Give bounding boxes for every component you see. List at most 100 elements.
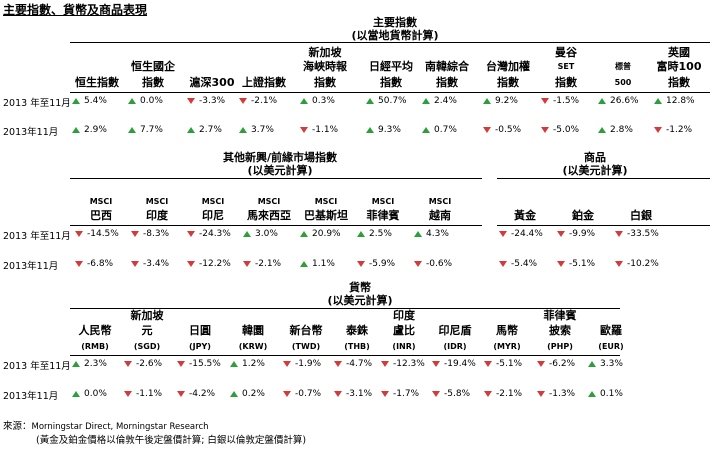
currency-header-l2: 日圓	[189, 324, 211, 337]
value-text: -14.5%	[87, 229, 119, 239]
up-triangle-icon	[598, 98, 606, 104]
index-header-l3: 滬深300	[189, 76, 235, 89]
index-header-l2: SET	[557, 62, 575, 71]
index-header-l2: 海峽時報	[303, 60, 347, 73]
up-triangle-icon	[128, 127, 136, 133]
value-text: -5.9%	[369, 259, 396, 269]
emerging-header-l2: 越南	[429, 209, 451, 222]
index-header-l3: 恒生指數	[75, 76, 119, 89]
currency-header-l3: (KRW)	[238, 342, 268, 351]
value-text: -4.7%	[346, 359, 373, 369]
currency-header-l2: 韓圜	[242, 324, 264, 337]
down-triangle-icon	[557, 261, 565, 267]
up-triangle-icon	[72, 98, 80, 104]
value-text: 0.1%	[600, 389, 623, 399]
up-triangle-icon	[366, 98, 374, 104]
emerging-header-l1: MSCI	[145, 197, 169, 206]
currency-ytd-cell: 2.3%	[72, 359, 107, 369]
value-text: -3.1%	[346, 389, 373, 399]
value-text: -2.1%	[251, 96, 278, 106]
value-text: -3.4%	[143, 259, 170, 269]
index-month-cell: 2.7%	[187, 125, 222, 135]
index-month-cell: 9.3%	[366, 125, 401, 135]
down-triangle-icon	[414, 261, 422, 267]
value-text: 2.8%	[610, 125, 633, 135]
down-triangle-icon	[283, 361, 291, 367]
emerging-header-l2: 印尼	[202, 209, 224, 222]
value-text: -5.8%	[444, 389, 471, 399]
down-triangle-icon	[432, 391, 440, 397]
currency-header-l2: 印尼盾	[438, 324, 472, 337]
currencies-top-rule	[70, 308, 620, 309]
currency-month-cell: 0.1%	[588, 389, 623, 399]
emerging-month-cell: 1.1%	[300, 259, 335, 269]
down-triangle-icon	[541, 127, 549, 133]
currency-month-cell: 0.0%	[72, 389, 107, 399]
value-text: -1.1%	[312, 125, 339, 135]
index-month-cell: -5.0%	[541, 125, 579, 135]
source-line: 來源：Morningstar Direct, Morningstar Resea…	[3, 418, 209, 432]
up-triangle-icon	[300, 231, 308, 237]
currency-header-l2: 元	[141, 324, 153, 337]
currency-ytd-cell: -1.9%	[283, 359, 321, 369]
currency-header-l2: 人民幣	[78, 324, 112, 337]
emerging-header-l2: 巴西	[90, 209, 112, 222]
currency-header-l1: 菲律賓	[543, 309, 577, 322]
index-header-l3: 指數	[555, 76, 577, 89]
emerging-ytd-cell: 4.3%	[414, 229, 449, 239]
source-note: (黃金及鉑金價格以倫敦午後定盤價計算; 白銀以倫敦定盤價計算)	[36, 435, 307, 446]
value-text: 9.2%	[495, 96, 518, 106]
up-triangle-icon	[598, 127, 606, 133]
emerging-header-l2: 巴基斯坦	[304, 209, 348, 222]
value-text: 9.3%	[378, 125, 401, 135]
up-triangle-icon	[357, 231, 365, 237]
value-text: 5.4%	[84, 96, 107, 106]
up-triangle-icon	[230, 391, 238, 397]
index-ytd-cell: 2.4%	[422, 96, 457, 106]
index-header-l2: 標普	[615, 62, 631, 71]
value-text: 2.9%	[84, 125, 107, 135]
up-triangle-icon	[300, 98, 308, 104]
value-text: -8.3%	[143, 229, 170, 239]
up-triangle-icon	[187, 127, 195, 133]
up-triangle-icon	[422, 127, 430, 133]
up-triangle-icon	[366, 127, 374, 133]
currency-ytd-cell: -12.3%	[381, 359, 425, 369]
value-text: 50.7%	[378, 96, 407, 106]
index-header-l2: 富時100	[656, 60, 702, 73]
value-text: -1.1%	[136, 389, 163, 399]
index-month-cell: 3.7%	[239, 125, 274, 135]
down-triangle-icon	[239, 98, 247, 104]
down-triangle-icon	[187, 231, 195, 237]
up-triangle-icon	[239, 127, 247, 133]
value-text: -1.7%	[393, 389, 420, 399]
down-triangle-icon	[75, 261, 83, 267]
value-text: 0.0%	[140, 96, 163, 106]
index-header-l1: 曼谷	[555, 46, 577, 59]
value-text: -12.3%	[393, 359, 425, 369]
emerging-header-l2: 馬來西亞	[247, 209, 291, 222]
index-ytd-cell: 9.2%	[483, 96, 518, 106]
down-triangle-icon	[483, 127, 491, 133]
value-text: -0.6%	[426, 259, 453, 269]
currency-ytd-cell: -19.4%	[432, 359, 476, 369]
emerging-header-l1: MSCI	[89, 197, 113, 206]
value-text: 2.3%	[84, 359, 107, 369]
down-triangle-icon	[615, 261, 623, 267]
index-month-cell: -1.1%	[300, 125, 338, 135]
down-triangle-icon	[654, 127, 662, 133]
index-header-l3: 指數	[314, 76, 336, 89]
value-text: -3.3%	[199, 96, 226, 106]
down-triangle-icon	[381, 391, 389, 397]
value-text: -5.1%	[496, 359, 523, 369]
down-triangle-icon	[334, 391, 342, 397]
emerging-month-cell: -6.8%	[75, 259, 113, 269]
value-text: -5.4%	[511, 259, 538, 269]
index-header-l3: 指數	[142, 76, 164, 89]
source-label: 來源：	[3, 421, 32, 432]
value-text: -24.4%	[511, 229, 543, 239]
index-ytd-cell: -1.5%	[541, 96, 579, 106]
emerging-month-cell: -3.4%	[131, 259, 169, 269]
indices-group-subtitle: (以當地貨幣計算)	[351, 29, 439, 42]
commodity-ytd-cell: -33.5%	[615, 229, 659, 239]
